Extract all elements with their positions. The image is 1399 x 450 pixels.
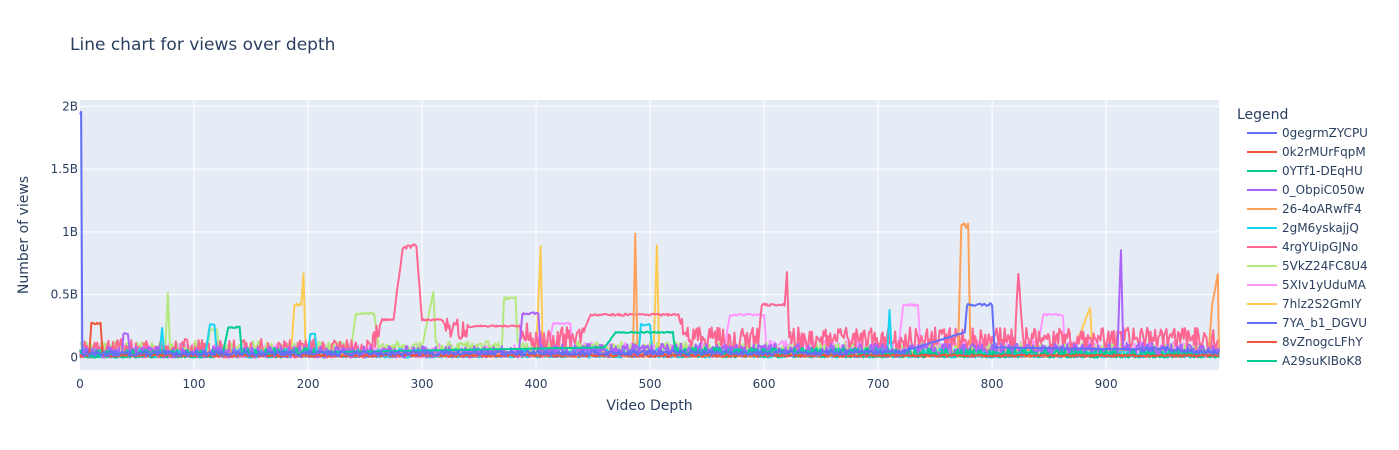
legend-item[interactable]: 26-4oARwfF4	[1247, 202, 1362, 216]
legend-label: A29suKIBoK8	[1282, 354, 1362, 368]
legend-item[interactable]: 0YTf1-DEqHU	[1247, 164, 1363, 178]
legend-item[interactable]: 5VkZ24FC8U4	[1247, 259, 1368, 273]
y-tick-label: 0.5B	[51, 288, 78, 302]
legend-label: 0gegrmZYCPU	[1282, 126, 1368, 140]
x-tick-label: 400	[525, 377, 548, 391]
legend-label: 5VkZ24FC8U4	[1282, 259, 1368, 273]
y-tick-label: 0	[70, 350, 78, 364]
legend-title: Legend	[1237, 107, 1288, 123]
legend-item[interactable]: 0k2rMUrFqpM	[1247, 145, 1366, 159]
y-tick-labels: 0 0.5B 1B 1.5B 2B	[51, 99, 78, 364]
series-line	[79, 321, 1220, 358]
legend-label: 7YA_b1_DGVU	[1282, 316, 1367, 330]
y-tick-label: 2B	[62, 99, 78, 113]
x-tick-label: 700	[867, 377, 890, 391]
chart-title: Line chart for views over depth	[70, 35, 335, 55]
legend-item[interactable]: 2gM6yskajjQ	[1247, 221, 1359, 235]
y-tick-label: 1.5B	[51, 162, 78, 176]
x-tick-label: 0	[76, 377, 84, 391]
legend-item[interactable]: 7hlz2S2GmIY	[1247, 297, 1362, 311]
y-tick-label: 1B	[62, 225, 78, 239]
legend-label: 8vZnogcLFhY	[1282, 335, 1363, 349]
legend-label: 0YTf1-DEqHU	[1282, 164, 1363, 178]
series-lines	[79, 110, 1220, 359]
x-tick-label: 300	[411, 377, 434, 391]
legend-label: 7hlz2S2GmIY	[1282, 297, 1362, 311]
x-tick-labels: 0 100 200 300 400 500 600 700 800 900	[76, 377, 1117, 391]
legend-item[interactable]: A29suKIBoK8	[1247, 354, 1362, 368]
legend-label: 26-4oARwfF4	[1282, 202, 1362, 216]
legend-label: 0k2rMUrFqpM	[1282, 145, 1366, 159]
legend: 0gegrmZYCPU 0k2rMUrFqpM 0YTf1-DEqHU 0_ObpiC…	[1247, 126, 1368, 368]
x-tick-label: 200	[297, 377, 320, 391]
x-tick-label: 500	[639, 377, 662, 391]
x-axis-title: Video Depth	[606, 398, 692, 414]
legend-item[interactable]: 5XIv1yUduMA	[1247, 278, 1367, 292]
legend-label: 0_ObpiC050w	[1282, 183, 1365, 197]
legend-label: 4rgYUipGJNo	[1282, 240, 1358, 254]
x-tick-label: 100	[183, 377, 206, 391]
x-tick-label: 600	[753, 377, 776, 391]
legend-item[interactable]: 4rgYUipGJNo	[1247, 240, 1358, 254]
legend-label: 5XIv1yUduMA	[1282, 278, 1367, 292]
y-axis-title: Number of views	[16, 176, 32, 294]
legend-item[interactable]: 0_ObpiC050w	[1247, 183, 1365, 197]
x-tick-label: 800	[981, 377, 1004, 391]
x-tick-label: 900	[1095, 377, 1118, 391]
legend-item[interactable]: 7YA_b1_DGVU	[1247, 316, 1367, 330]
series-line	[79, 110, 1220, 358]
legend-label: 2gM6yskajjQ	[1282, 221, 1359, 235]
legend-item[interactable]: 0gegrmZYCPU	[1247, 126, 1368, 140]
legend-item[interactable]: 8vZnogcLFhY	[1247, 335, 1363, 349]
